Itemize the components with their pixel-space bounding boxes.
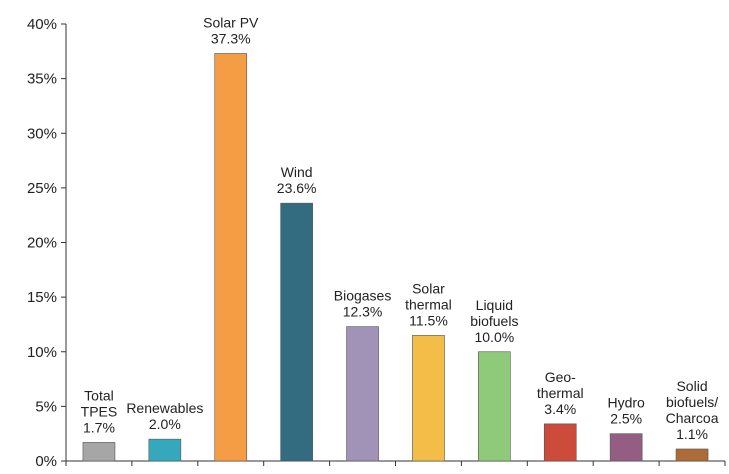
bar-label-8: Hydro 2.5%: [607, 395, 645, 427]
y-tick-label: 40%: [27, 16, 57, 33]
bar-0: [82, 442, 116, 462]
y-tick-label: 10%: [27, 344, 57, 361]
bar-label-9: Solid biofuels/Charcoa 1.1%: [666, 378, 719, 442]
bar-label-line: Solar: [412, 280, 445, 296]
bar-label-line: TPES: [81, 403, 118, 419]
bar-2: [214, 53, 248, 462]
y-tick-label: 0%: [35, 453, 57, 469]
data-labels: Total TPES 1.7%Renewables 2.0%Solar PV 37.3%…: [81, 14, 719, 441]
bar-label-5: Solar thermal 11.5%: [405, 280, 452, 328]
y-tick-label: 25%: [27, 180, 57, 197]
bar-7: [543, 423, 577, 462]
y-tick-label: 35%: [27, 71, 57, 88]
bar-label-line: 10.0%: [474, 329, 514, 345]
bar-1: [148, 438, 182, 462]
bar-label-line: 2.0%: [149, 416, 181, 432]
bar-label-line: Wind: [281, 164, 313, 180]
bar-label-line: biofuels/: [666, 394, 718, 410]
bar-label-7: Geo-thermal 3.4%: [537, 369, 584, 417]
bar-label-line: Geo-: [545, 369, 576, 385]
bar-5: [412, 335, 445, 462]
bar-8: [609, 433, 643, 462]
bar-label-line: Liquid: [476, 297, 513, 313]
bar-label-3: Wind 23.6%: [277, 164, 317, 196]
bar-label-line: Total: [84, 387, 114, 403]
bar-label-4: Biogases 12.3%: [334, 288, 392, 320]
bar-label-line: thermal: [537, 385, 584, 401]
bar-label-line: Renewables: [126, 400, 203, 416]
bar-label-line: Solar PV: [203, 14, 259, 30]
bar-label-line: 2.5%: [610, 411, 642, 427]
bars: [82, 53, 709, 462]
bar-9: [675, 448, 709, 462]
y-tick-label: 5%: [35, 398, 57, 415]
bar-label-line: Charcoa: [666, 410, 719, 426]
bar-label-line: 1.1%: [676, 426, 708, 442]
bar-label-line: thermal: [405, 296, 452, 312]
y-tick-label: 20%: [27, 235, 57, 252]
bar-6: [478, 351, 511, 462]
bar-label-6: Liquid biofuels 10.0%: [470, 297, 518, 345]
bar-label-line: 37.3%: [211, 30, 251, 46]
bar-3: [280, 202, 313, 462]
bar-label-line: biofuels: [470, 313, 518, 329]
bar-label-line: 11.5%: [409, 312, 448, 328]
bar-label-line: 1.7%: [83, 419, 115, 435]
bar-label-line: Solid: [676, 378, 707, 394]
bar-label-line: 12.3%: [343, 304, 383, 320]
bar-label-0: Total TPES 1.7%: [81, 387, 118, 435]
bar-label-line: 3.4%: [544, 401, 576, 417]
bar-label-line: 23.6%: [277, 180, 317, 196]
bar-4: [346, 326, 379, 462]
bar-label-2: Solar PV 37.3%: [203, 14, 259, 46]
bar-label-line: Biogases: [334, 288, 392, 304]
y-tick-label: 30%: [27, 125, 57, 142]
bar-label-1: Renewables 2.0%: [126, 400, 203, 432]
bar-label-line: Hydro: [607, 395, 645, 411]
y-tick-label: 15%: [27, 289, 57, 306]
